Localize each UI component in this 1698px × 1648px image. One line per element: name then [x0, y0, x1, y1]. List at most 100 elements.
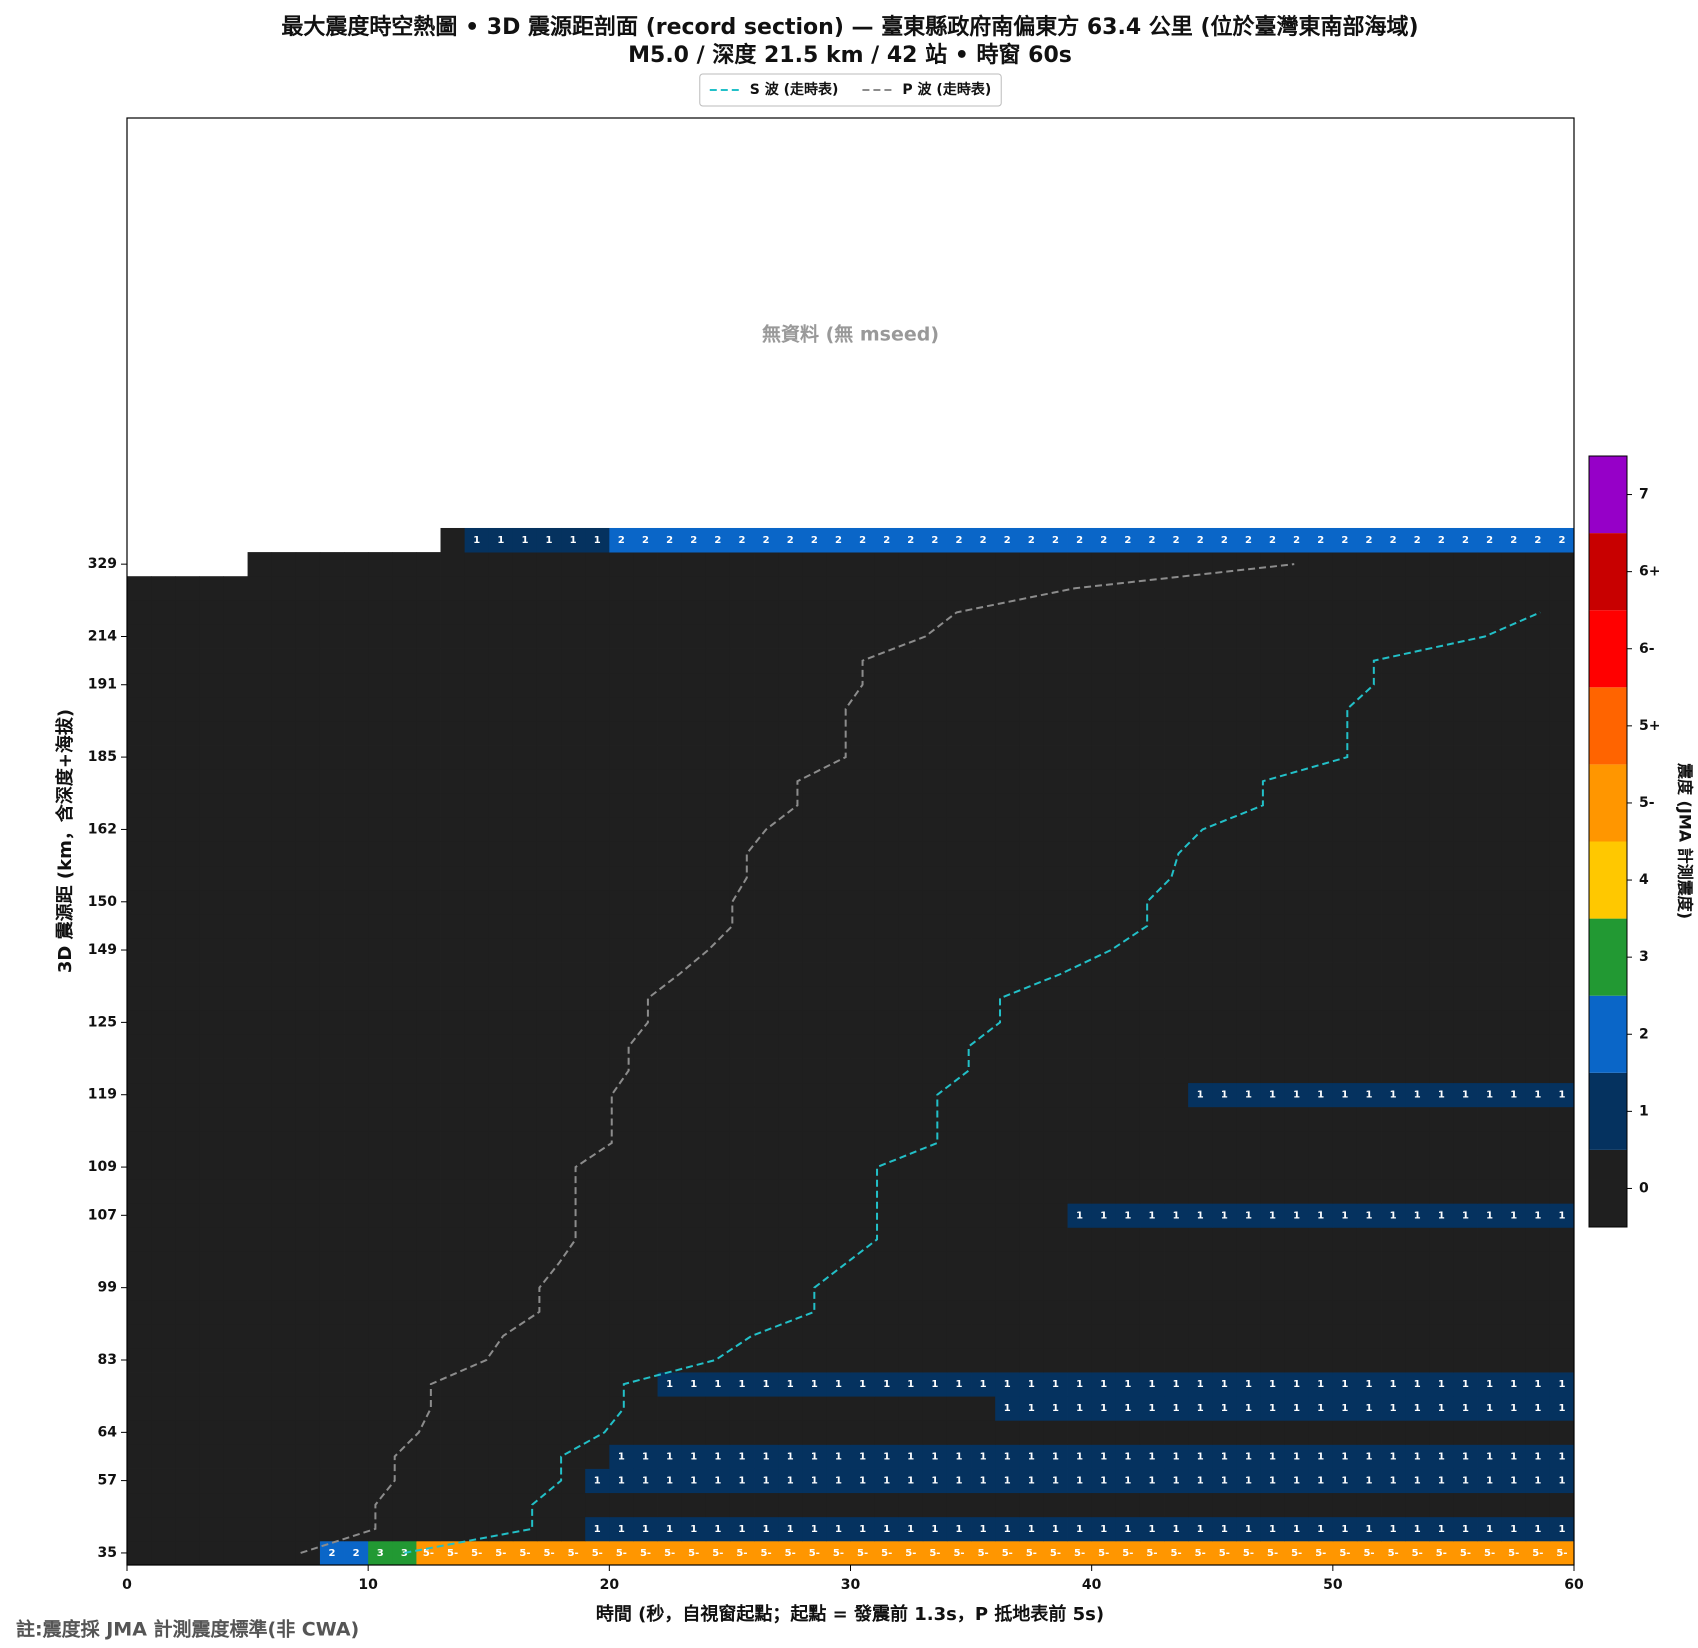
- heatmap-cell: [1019, 1420, 1044, 1445]
- heatmap-cell: [392, 962, 417, 987]
- heatmap-cell: [898, 1203, 924, 1228]
- heatmap-cell: [778, 624, 803, 649]
- heatmap-cell: [802, 937, 827, 963]
- heatmap-cell: [247, 986, 273, 1011]
- heatmap-cell: [1549, 1420, 1575, 1445]
- heatmap-cell: [175, 1106, 200, 1132]
- heatmap-cell: [1212, 720, 1237, 746]
- heatmap-cell: [223, 1082, 248, 1108]
- cell-label: 1: [859, 1379, 866, 1390]
- heatmap-cell: [223, 817, 248, 842]
- heatmap-cell: [1308, 1492, 1334, 1518]
- heatmap-cell: [898, 576, 924, 601]
- cell-label: 1: [1100, 1210, 1107, 1221]
- heatmap-cell: [1429, 986, 1454, 1011]
- heatmap-cell: [344, 793, 369, 818]
- heatmap-cell: [344, 1010, 369, 1035]
- heatmap-cell: [1115, 1179, 1141, 1204]
- heatmap-cell: [633, 1372, 658, 1397]
- heatmap-cell: [1525, 1179, 1551, 1204]
- cell-label: 1: [1414, 1451, 1421, 1462]
- heatmap-cell: [778, 600, 803, 625]
- heatmap-cell: [440, 1347, 466, 1373]
- heatmap-cell: [657, 817, 683, 842]
- heatmap-cell: [826, 1179, 851, 1204]
- heatmap-cell: [922, 1179, 948, 1204]
- heatmap-cell: [1308, 696, 1334, 722]
- cell-label: 1: [1269, 1210, 1276, 1221]
- heatmap-cell: [561, 1227, 586, 1252]
- cell-label: 1: [1510, 1210, 1517, 1221]
- heatmap-cell: [464, 552, 490, 577]
- heatmap-cell: [512, 672, 538, 698]
- heatmap-cell: [778, 986, 803, 1011]
- heatmap-cell: [561, 672, 586, 698]
- heatmap-cell: [1477, 793, 1503, 818]
- heatmap-cell: [729, 1468, 755, 1494]
- heatmap-cell: [1356, 1203, 1382, 1228]
- heatmap-cell: [1477, 937, 1503, 963]
- heatmap-cell: [319, 1468, 345, 1494]
- heatmap-cell: [1525, 986, 1551, 1011]
- heatmap-cell: [1212, 1299, 1237, 1325]
- heatmap-cell: [609, 986, 634, 1011]
- heatmap-cell: [247, 720, 273, 746]
- cell-label: 1: [980, 1451, 987, 1462]
- cell-label: 1: [1269, 1403, 1276, 1414]
- heatmap-cell: [1164, 1203, 1189, 1228]
- heatmap-cell: [995, 1082, 1020, 1108]
- heatmap-cell: [1067, 1372, 1093, 1397]
- heatmap-cell: [1381, 624, 1406, 649]
- heatmap-cell: [778, 1275, 803, 1301]
- cell-label: 1: [1173, 1403, 1180, 1414]
- heatmap-cell: [151, 1347, 176, 1373]
- heatmap-cell: [971, 1323, 996, 1349]
- heatmap-cell: [175, 1540, 200, 1566]
- cell-label: 5-: [495, 1548, 506, 1559]
- heatmap-cell: [512, 1058, 538, 1084]
- heatmap-cell: [585, 1492, 610, 1518]
- heatmap-cell: [1091, 552, 1117, 577]
- heatmap-cell: [585, 648, 610, 674]
- cell-label: 1: [1462, 1210, 1469, 1221]
- heatmap-cell: [1525, 624, 1551, 649]
- heatmap-cell: [1043, 1275, 1068, 1301]
- heatmap-cell: [1501, 937, 1527, 963]
- heatmap-cell: [151, 696, 176, 722]
- heatmap-cell: [1236, 1516, 1261, 1542]
- heatmap-cell: [1115, 1010, 1141, 1035]
- heatmap-cell: [127, 696, 152, 722]
- heatmap-cell: [1525, 745, 1551, 770]
- heatmap-cell: [247, 793, 273, 818]
- cell-label: 1: [1341, 1210, 1348, 1221]
- cell-label: 1: [1076, 1524, 1083, 1535]
- heatmap-cell: [319, 720, 345, 746]
- heatmap-cell: [368, 817, 393, 842]
- heatmap-cell: [1332, 841, 1358, 867]
- heatmap-cell: [705, 1058, 731, 1084]
- colorbar-segment: [1589, 1149, 1627, 1227]
- heatmap-cell: [271, 841, 297, 867]
- heatmap-cell: [754, 648, 779, 674]
- heatmap-cell: [488, 962, 514, 987]
- heatmap-cell: [826, 1420, 851, 1445]
- heatmap-cell: [488, 527, 514, 553]
- heatmap-cell: [681, 1492, 707, 1518]
- heatmap-cell: [1501, 1227, 1527, 1252]
- heatmap-cell: [1284, 769, 1310, 794]
- heatmap-cell: [657, 1347, 683, 1373]
- heatmap-cell: [488, 1106, 514, 1132]
- heatmap-cell: [512, 720, 538, 746]
- cell-label: 1: [787, 1379, 794, 1390]
- cell-label: 1: [1100, 1451, 1107, 1462]
- heatmap-cell: [1332, 937, 1358, 963]
- heatmap-cell: [971, 576, 996, 601]
- heatmap-cell: [127, 745, 152, 770]
- heatmap-cell: [392, 986, 417, 1011]
- heatmap-cell: [1405, 1010, 1430, 1035]
- cell-label: 1: [1341, 1090, 1348, 1101]
- heatmap-cell: [1381, 913, 1406, 939]
- heatmap-cell: [729, 865, 755, 891]
- heatmap-cell: [971, 527, 996, 553]
- heatmap-cell: [802, 720, 827, 746]
